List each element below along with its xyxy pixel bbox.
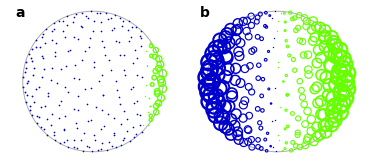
Text: b: b — [200, 6, 209, 20]
Text: a: a — [16, 6, 25, 20]
